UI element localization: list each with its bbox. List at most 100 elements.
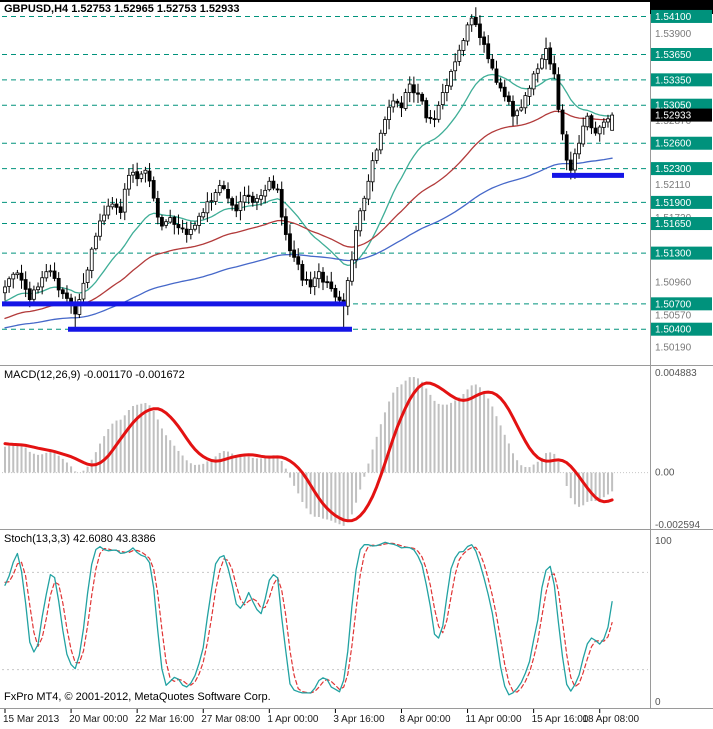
candle-body	[7, 278, 12, 287]
price-level-badge-text: 1.53650	[655, 50, 692, 61]
candle-body	[118, 206, 123, 213]
candle-body	[610, 114, 615, 131]
candle-body	[329, 281, 334, 290]
candle-body	[577, 142, 581, 155]
candle-body	[350, 259, 354, 282]
candle-body	[263, 189, 268, 197]
candle-body	[531, 73, 536, 90]
price-level-badge	[651, 246, 712, 260]
stoch-plot	[2, 541, 648, 696]
time-axis-label: 11 Apr 00:00	[466, 714, 522, 725]
candle-body	[267, 180, 272, 191]
candle-body	[523, 95, 528, 109]
candle-body	[209, 200, 214, 203]
candle-body	[197, 215, 202, 226]
candle-body	[403, 92, 408, 109]
candle-body	[465, 24, 470, 42]
candle-body	[469, 17, 474, 26]
window-top-border	[0, 0, 713, 2]
candle-body	[370, 160, 375, 183]
candle-body	[424, 100, 429, 119]
candle-body	[416, 92, 420, 95]
candle-body	[482, 36, 486, 45]
moving-averages	[4, 73, 613, 329]
candle-body	[221, 185, 226, 189]
candle-body	[230, 198, 235, 206]
stoch-indicator-label: Stoch(13,3,3) 42.6080 43.8386	[4, 533, 156, 545]
price-level-badge	[651, 9, 712, 23]
price-level-badge	[651, 136, 712, 150]
time-axis-label: 15 Mar 2013	[3, 714, 60, 725]
candle-body	[36, 286, 40, 291]
candle-body	[606, 118, 610, 123]
time-axis-label: 20 Mar 00:00	[69, 714, 128, 725]
chart-title: GBPUSD,H4 1.52753 1.52965 1.52753 1.5293…	[4, 3, 240, 15]
price-level-badge-text: 1.51900	[655, 198, 692, 209]
macd-signal-line	[3, 381, 614, 523]
price-level-badge	[651, 322, 712, 336]
candle-body	[296, 256, 301, 265]
price-scale-tick: 1.50960	[655, 277, 692, 288]
price-level-badge-text: 1.53350	[655, 75, 692, 86]
candle-body	[48, 270, 53, 273]
candle-body	[168, 217, 173, 223]
candle-body	[362, 197, 367, 212]
candle-body	[544, 48, 548, 61]
price-scale-tick: 1.52110	[655, 180, 691, 191]
price-scale[interactable]: 1.539001.528701.521101.517201.509601.505…	[651, 9, 712, 353]
candle-body	[345, 280, 350, 307]
candle-body	[601, 121, 606, 128]
candle-body	[432, 118, 437, 121]
price-level-badge-text: 1.52600	[655, 139, 692, 150]
candle-body	[275, 188, 280, 191]
ma-slow-line	[4, 157, 613, 329]
macd-plot	[2, 377, 648, 526]
price-scale-tick: 1.53900	[655, 29, 692, 40]
candle-body	[250, 195, 255, 203]
candle-body	[407, 83, 412, 93]
candle-body	[279, 189, 284, 218]
candle-body	[205, 201, 210, 214]
indicator-scales[interactable]: 0.004883 0.00 -0.002594 100 0	[655, 368, 700, 708]
candle-body	[81, 282, 86, 300]
ma-mid-line	[4, 110, 613, 320]
candle-body	[391, 100, 396, 108]
candle-body	[176, 224, 181, 229]
time-axis[interactable]: 15 Mar 2013 20 Mar 00:00 22 Mar 16:00 27 Ma…	[3, 709, 640, 725]
candle-body	[217, 185, 222, 194]
candle-body	[374, 149, 379, 161]
candle-body	[172, 216, 177, 225]
candle-body	[151, 180, 156, 199]
macd-scale-max: 0.004883	[655, 368, 697, 379]
candle-body	[461, 40, 466, 51]
candle-body	[131, 171, 135, 176]
candle-body	[453, 61, 458, 72]
candle-body	[515, 110, 520, 117]
candle-body	[573, 153, 577, 171]
candle-body	[383, 119, 387, 134]
stoch-panel-area[interactable]	[0, 531, 650, 708]
candle-body	[597, 126, 602, 135]
candle-body	[478, 23, 482, 38]
main-chart-area[interactable]	[0, 2, 650, 365]
candle-body	[238, 201, 243, 211]
candle-body	[160, 217, 164, 227]
price-level-badge-text: 1.51650	[655, 219, 692, 230]
candle-body	[3, 286, 7, 294]
price-level-badge	[651, 98, 712, 112]
candle-body	[560, 109, 565, 135]
candle-body	[366, 180, 371, 200]
candle-body	[155, 198, 160, 218]
candle-body	[11, 273, 16, 280]
candle-body	[308, 279, 313, 288]
candle-body	[106, 205, 111, 216]
candle-body	[135, 171, 140, 180]
candle-body	[457, 49, 462, 62]
time-axis-label: 1 Apr 00:00	[267, 714, 319, 725]
candle-body	[333, 288, 338, 298]
price-level-badge	[651, 195, 712, 209]
candle-body	[242, 195, 247, 203]
price-level-badge	[651, 73, 712, 87]
